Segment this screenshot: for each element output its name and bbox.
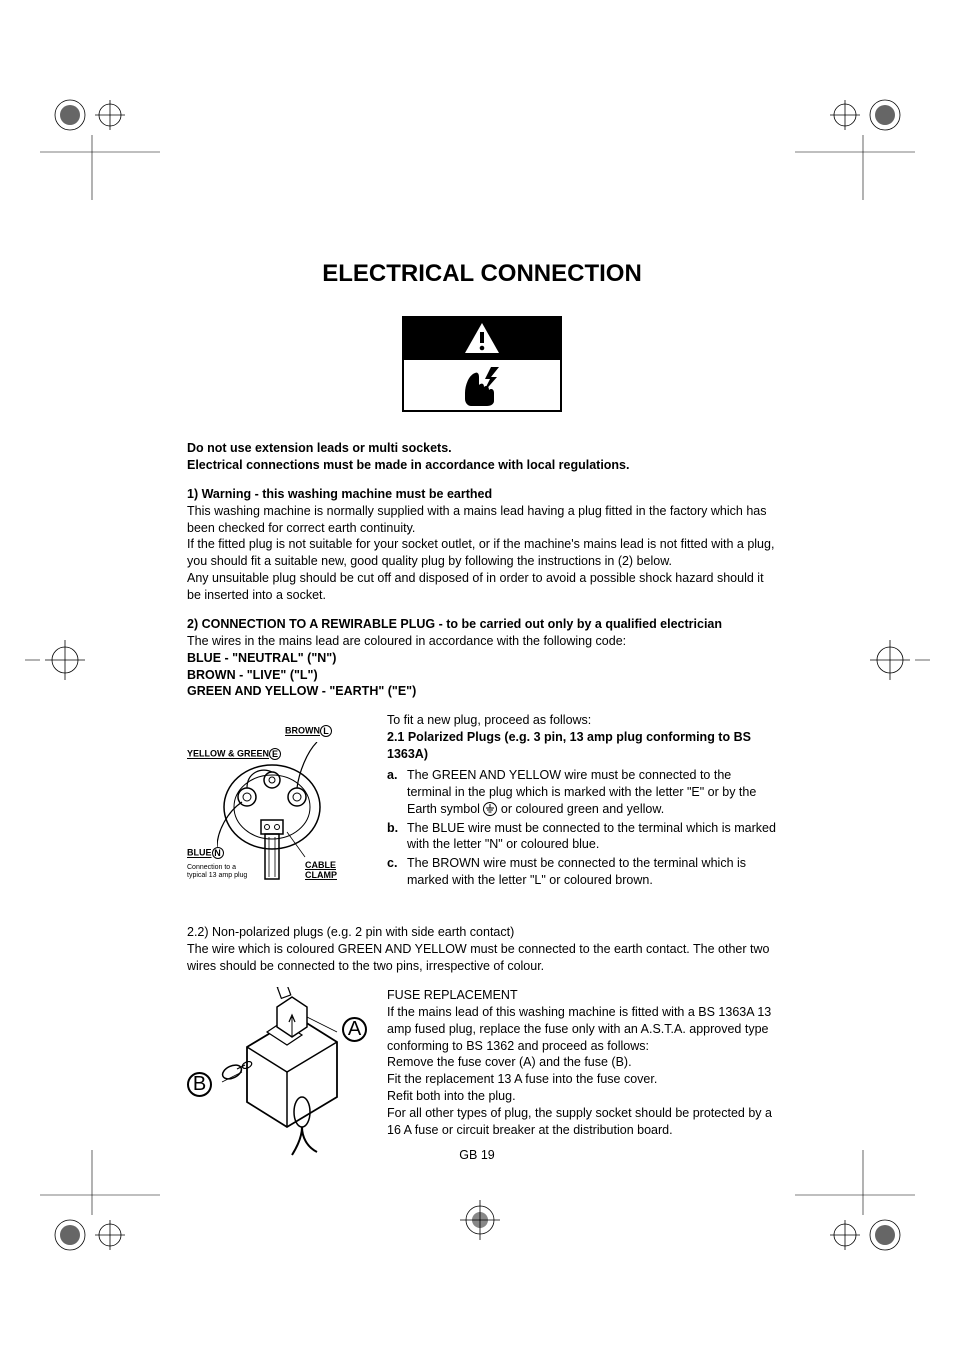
section-1: 1) Warning - this washing machine must b… xyxy=(187,486,777,604)
section-2-2: 2.2) Non-polarized plugs (e.g. 2 pin wit… xyxy=(187,924,777,975)
section21-heading: 2.1 Polarized Plugs (e.g. 3 pin, 13 amp … xyxy=(387,729,777,763)
fuse-heading: FUSE REPLACEMENT xyxy=(387,987,777,1004)
fuse-row: A B FUSE REPLACEMENT xyxy=(187,987,777,1157)
fuse-p4: Refit both into the plug. xyxy=(387,1088,777,1105)
fuse-section: FUSE REPLACEMENT If the mains lead of th… xyxy=(387,987,777,1139)
section1-p1: This washing machine is normally supplie… xyxy=(187,503,777,537)
fuse-p1: If the mains lead of this washing machin… xyxy=(387,1004,777,1055)
section22-heading: 2.2) Non-polarized plugs (e.g. 2 pin wit… xyxy=(187,924,777,941)
section22-p1: The wire which is coloured GREEN AND YEL… xyxy=(187,941,777,975)
warning-icon-box xyxy=(402,316,562,412)
crop-mark-bottom-right xyxy=(795,1150,915,1270)
intro-line2: Electrical connections must be made in a… xyxy=(187,457,777,474)
warning-triangle-icon xyxy=(463,321,501,355)
section21-lead: To fit a new plug, proceed as follows: xyxy=(387,712,777,729)
list-marker-a: a. xyxy=(387,767,407,818)
section-2: 2) CONNECTION TO A REWIRABLE PLUG - to b… xyxy=(187,616,777,700)
crop-mark-top-right xyxy=(795,80,915,200)
section-2-1: To fit a new plug, proceed as follows: 2… xyxy=(387,712,777,891)
wire-code-blue: BLUE - "NEUTRAL" ("N") xyxy=(187,650,777,667)
fuse-diagram: A B xyxy=(187,987,369,1157)
section2-heading: 2) CONNECTION TO A REWIRABLE PLUG - to b… xyxy=(187,616,777,633)
section1-p3: Any unsuitable plug should be cut off an… xyxy=(187,570,777,604)
section1-p2: If the fitted plug is not suitable for y… xyxy=(187,536,777,570)
list-text-b: The BLUE wire must be connected to the t… xyxy=(407,820,777,854)
shock-hand-icon xyxy=(457,363,507,407)
list-item-b: b. The BLUE wire must be connected to th… xyxy=(387,820,777,854)
section2-p1: The wires in the mains lead are coloured… xyxy=(187,633,777,650)
crop-mark-mid-right xyxy=(850,630,930,690)
list-item-a: a. The GREEN AND YELLOW wire must be con… xyxy=(387,767,777,818)
list-item-c: c. The BROWN wire must be connected to t… xyxy=(387,855,777,889)
intro-block: Do not use extension leads or multi sock… xyxy=(187,440,777,474)
list-text-c: The BROWN wire must be connected to the … xyxy=(407,855,777,889)
crop-mark-top-left xyxy=(40,80,160,200)
wire-code-brown: BROWN - "LIVE" ("L") xyxy=(187,667,777,684)
fuse-p3: Fit the replacement 13 A fuse into the f… xyxy=(387,1071,777,1088)
list-marker-b: b. xyxy=(387,820,407,854)
list-text-a: The GREEN AND YELLOW wire must be connec… xyxy=(407,767,777,818)
intro-line1: Do not use extension leads or multi sock… xyxy=(187,440,777,457)
crop-mark-mid-left xyxy=(25,630,105,690)
plug-wiring-diagram: BROWNL YELLOW & GREENE BLUEN CABLE CLAMP… xyxy=(187,712,369,902)
earth-symbol-icon xyxy=(483,802,497,816)
list-marker-c: c. xyxy=(387,855,407,889)
fuse-plug-svg-icon xyxy=(207,987,357,1157)
page-number: GB 19 xyxy=(0,1148,954,1162)
wire-code-green-yellow: GREEN AND YELLOW - "EARTH" ("E") xyxy=(187,683,777,700)
page-title: ELECTRICAL CONNECTION xyxy=(187,260,777,288)
section1-heading: 1) Warning - this washing machine must b… xyxy=(187,486,777,503)
fuse-p5: For all other types of plug, the supply … xyxy=(387,1105,777,1139)
plug-label-brown: BROWNL xyxy=(285,725,332,737)
plug-svg-icon xyxy=(217,742,337,892)
crop-mark-bottom-center xyxy=(445,1185,515,1255)
fuse-p2: Remove the fuse cover (A) and the fuse (… xyxy=(387,1054,777,1071)
crop-mark-bottom-left xyxy=(40,1150,160,1270)
plug-row: BROWNL YELLOW & GREENE BLUEN CABLE CLAMP… xyxy=(187,712,777,902)
page-content: ELECTRICAL CONNECTION Do not use extensi… xyxy=(187,260,777,1157)
